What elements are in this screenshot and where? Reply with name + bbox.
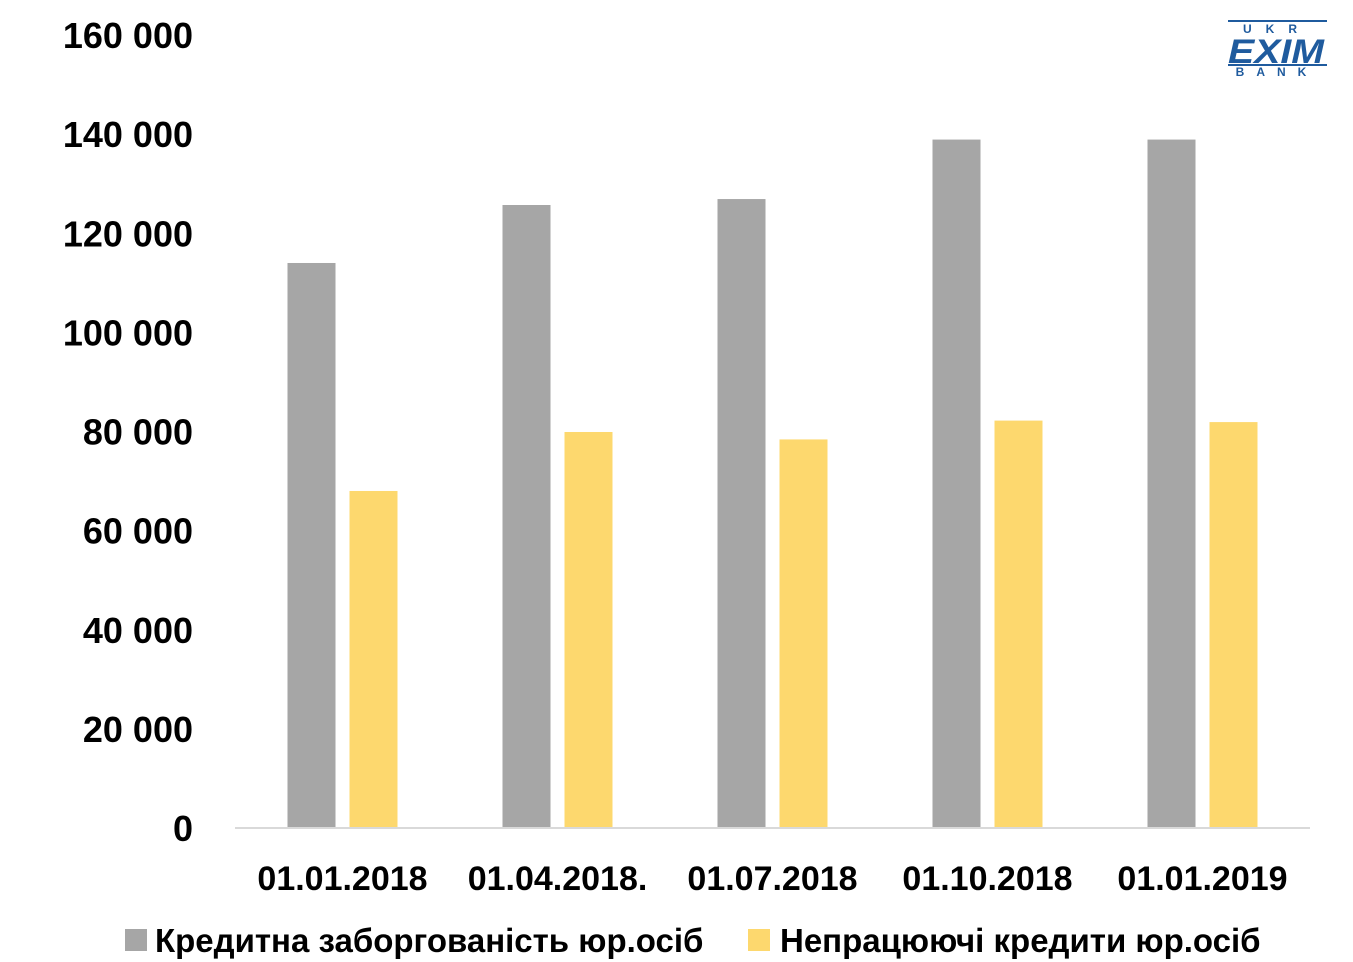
x-tick-label: 01.01.2018 (257, 860, 427, 898)
legend-swatch-credit-debt (125, 929, 147, 951)
bar-nonperforming-3 (994, 420, 1043, 828)
legend-swatch-nonperforming (748, 929, 770, 951)
bar-nonperforming-0 (349, 490, 398, 828)
x-tick-label: 01.10.2018 (902, 860, 1072, 898)
legend-label-nonperforming: Непрацюючі кредити юр.осіб (780, 922, 1261, 959)
legend: Кредитна заборгованість юр.осіб Непрацююч… (125, 922, 1261, 959)
y-tick-label: 20 000 (83, 709, 193, 750)
x-tick-label: 01.01.2019 (1117, 860, 1287, 898)
y-tick-label: 80 000 (83, 412, 193, 453)
bar-credit-debt-4 (1147, 139, 1196, 828)
bar-nonperforming-1 (564, 431, 613, 828)
y-tick-label: 0 (173, 808, 193, 849)
x-tick-label: 01.07.2018 (687, 860, 857, 898)
legend-label-credit-debt: Кредитна заборгованість юр.осіб (155, 922, 703, 959)
y-axis-tick-labels: 0 20 000 40 000 60 000 80 000 100 000 120 000 1… (63, 15, 193, 849)
bar-series-group (287, 139, 1258, 828)
ukreximbank-logo: UKR EXIM BANK (1228, 20, 1327, 79)
bar-credit-debt-2 (717, 199, 766, 828)
bar-credit-debt-1 (502, 204, 551, 828)
y-tick-label: 140 000 (63, 114, 193, 155)
y-tick-label: 100 000 (63, 312, 193, 353)
y-tick-label: 60 000 (83, 511, 193, 552)
x-axis-category-labels: 01.01.2018 01.04.2018. 01.07.2018 01.10.201… (257, 860, 1287, 898)
y-tick-label: 120 000 (63, 213, 193, 254)
bar-nonperforming-4 (1209, 422, 1258, 828)
bar-credit-debt-3 (932, 139, 981, 828)
logo-bottom-text: BANK (1236, 65, 1319, 79)
logo-top-text: UKR (1243, 22, 1311, 36)
bar-credit-debt-0 (287, 262, 336, 828)
bar-nonperforming-2 (779, 439, 828, 828)
y-tick-label: 40 000 (83, 610, 193, 651)
y-tick-label: 160 000 (63, 15, 193, 56)
x-tick-label: 01.04.2018. (468, 860, 648, 898)
